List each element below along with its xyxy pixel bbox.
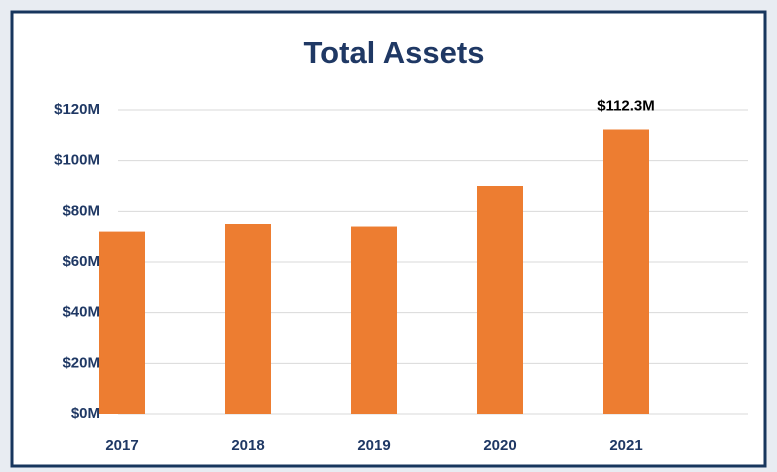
x-tick-label: 2019 [357,437,390,454]
bar [99,231,145,414]
x-tick-label: 2021 [609,437,642,454]
y-tick-label: $120M [54,101,100,118]
y-tick-label: $0M [71,405,100,422]
x-tick-label: 2017 [105,437,138,454]
y-tick-label: $60M [62,253,100,270]
data-label: $112.3M [597,97,655,114]
bar [603,129,649,415]
bar [351,226,397,414]
y-tick-label: $80M [62,202,100,219]
bar [477,186,523,414]
y-tick-label: $40M [62,304,100,321]
bar [225,224,271,414]
x-tick-label: 2018 [231,437,264,454]
y-tick-label: $20M [62,354,100,371]
x-tick-label: 2020 [483,437,516,454]
chart-title: Total Assets [304,35,485,70]
y-tick-label: $100M [54,152,100,169]
